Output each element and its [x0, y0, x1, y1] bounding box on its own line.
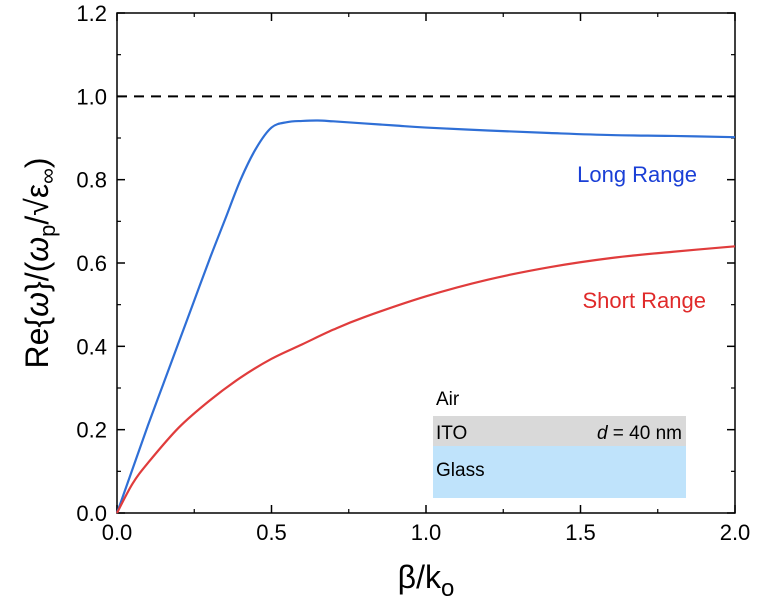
y-title-eps: ε [19, 184, 55, 198]
x-axis-title-sub: o [441, 575, 454, 599]
x-tick-label: 0.0 [102, 520, 133, 545]
ito-layer-label: ITO [436, 423, 467, 444]
thickness-var: d [597, 423, 609, 444]
y-title-inf-sub: ∞ [35, 168, 60, 184]
y-tick-label: 0.8 [76, 168, 107, 193]
axis-ticks: 0.0 0.5 1.0 1.5 2.0 0.0 0.2 0.4 0.6 0.8 1.0 1.2 [76, 1, 750, 545]
y-tick-label: 0.4 [76, 334, 107, 359]
y-title-omega: ω [19, 292, 55, 317]
y-tick-label: 0.2 [76, 418, 107, 443]
x-tick-label: 1.5 [565, 520, 596, 545]
y-title-omega-p: ω [19, 237, 55, 262]
x-tick-label: 0.5 [256, 520, 287, 545]
x-axis-title-main: β/k [398, 559, 442, 595]
series-group [115, 119, 736, 514]
thickness-label: d = 40 nm [597, 423, 682, 444]
layer-inset: Air ITO d = 40 nm Glass [433, 389, 686, 498]
y-title-slash: /√ [19, 198, 55, 225]
y-title-close: ) [19, 158, 55, 169]
thickness-value: = 40 nm [608, 423, 682, 444]
y-tick-label: 0.6 [76, 251, 107, 276]
ito-layer [433, 416, 686, 446]
y-title-mid: }/( [19, 261, 55, 292]
y-tick-label: 0.0 [76, 501, 107, 526]
glass-layer-label: Glass [436, 460, 485, 481]
x-tick-label: 2.0 [720, 520, 751, 545]
y-axis-title: Re{ω}/(ωp/√ε∞) [19, 158, 60, 369]
y-title-p-sub: p [35, 225, 60, 237]
glass-layer [433, 446, 686, 498]
short-range-label: Short Range [582, 288, 706, 313]
long-range-label: Long Range [577, 162, 697, 187]
y-title-prefix: Re{ [19, 317, 55, 369]
series-line-short-range [116, 245, 736, 514]
x-axis-title: β/ko [398, 559, 455, 599]
series-line-long-range [115, 119, 736, 514]
x-tick-label: 1.0 [411, 520, 442, 545]
y-tick-label: 1.2 [76, 1, 107, 26]
air-layer-label: Air [436, 389, 460, 410]
y-tick-label: 1.0 [76, 84, 107, 109]
